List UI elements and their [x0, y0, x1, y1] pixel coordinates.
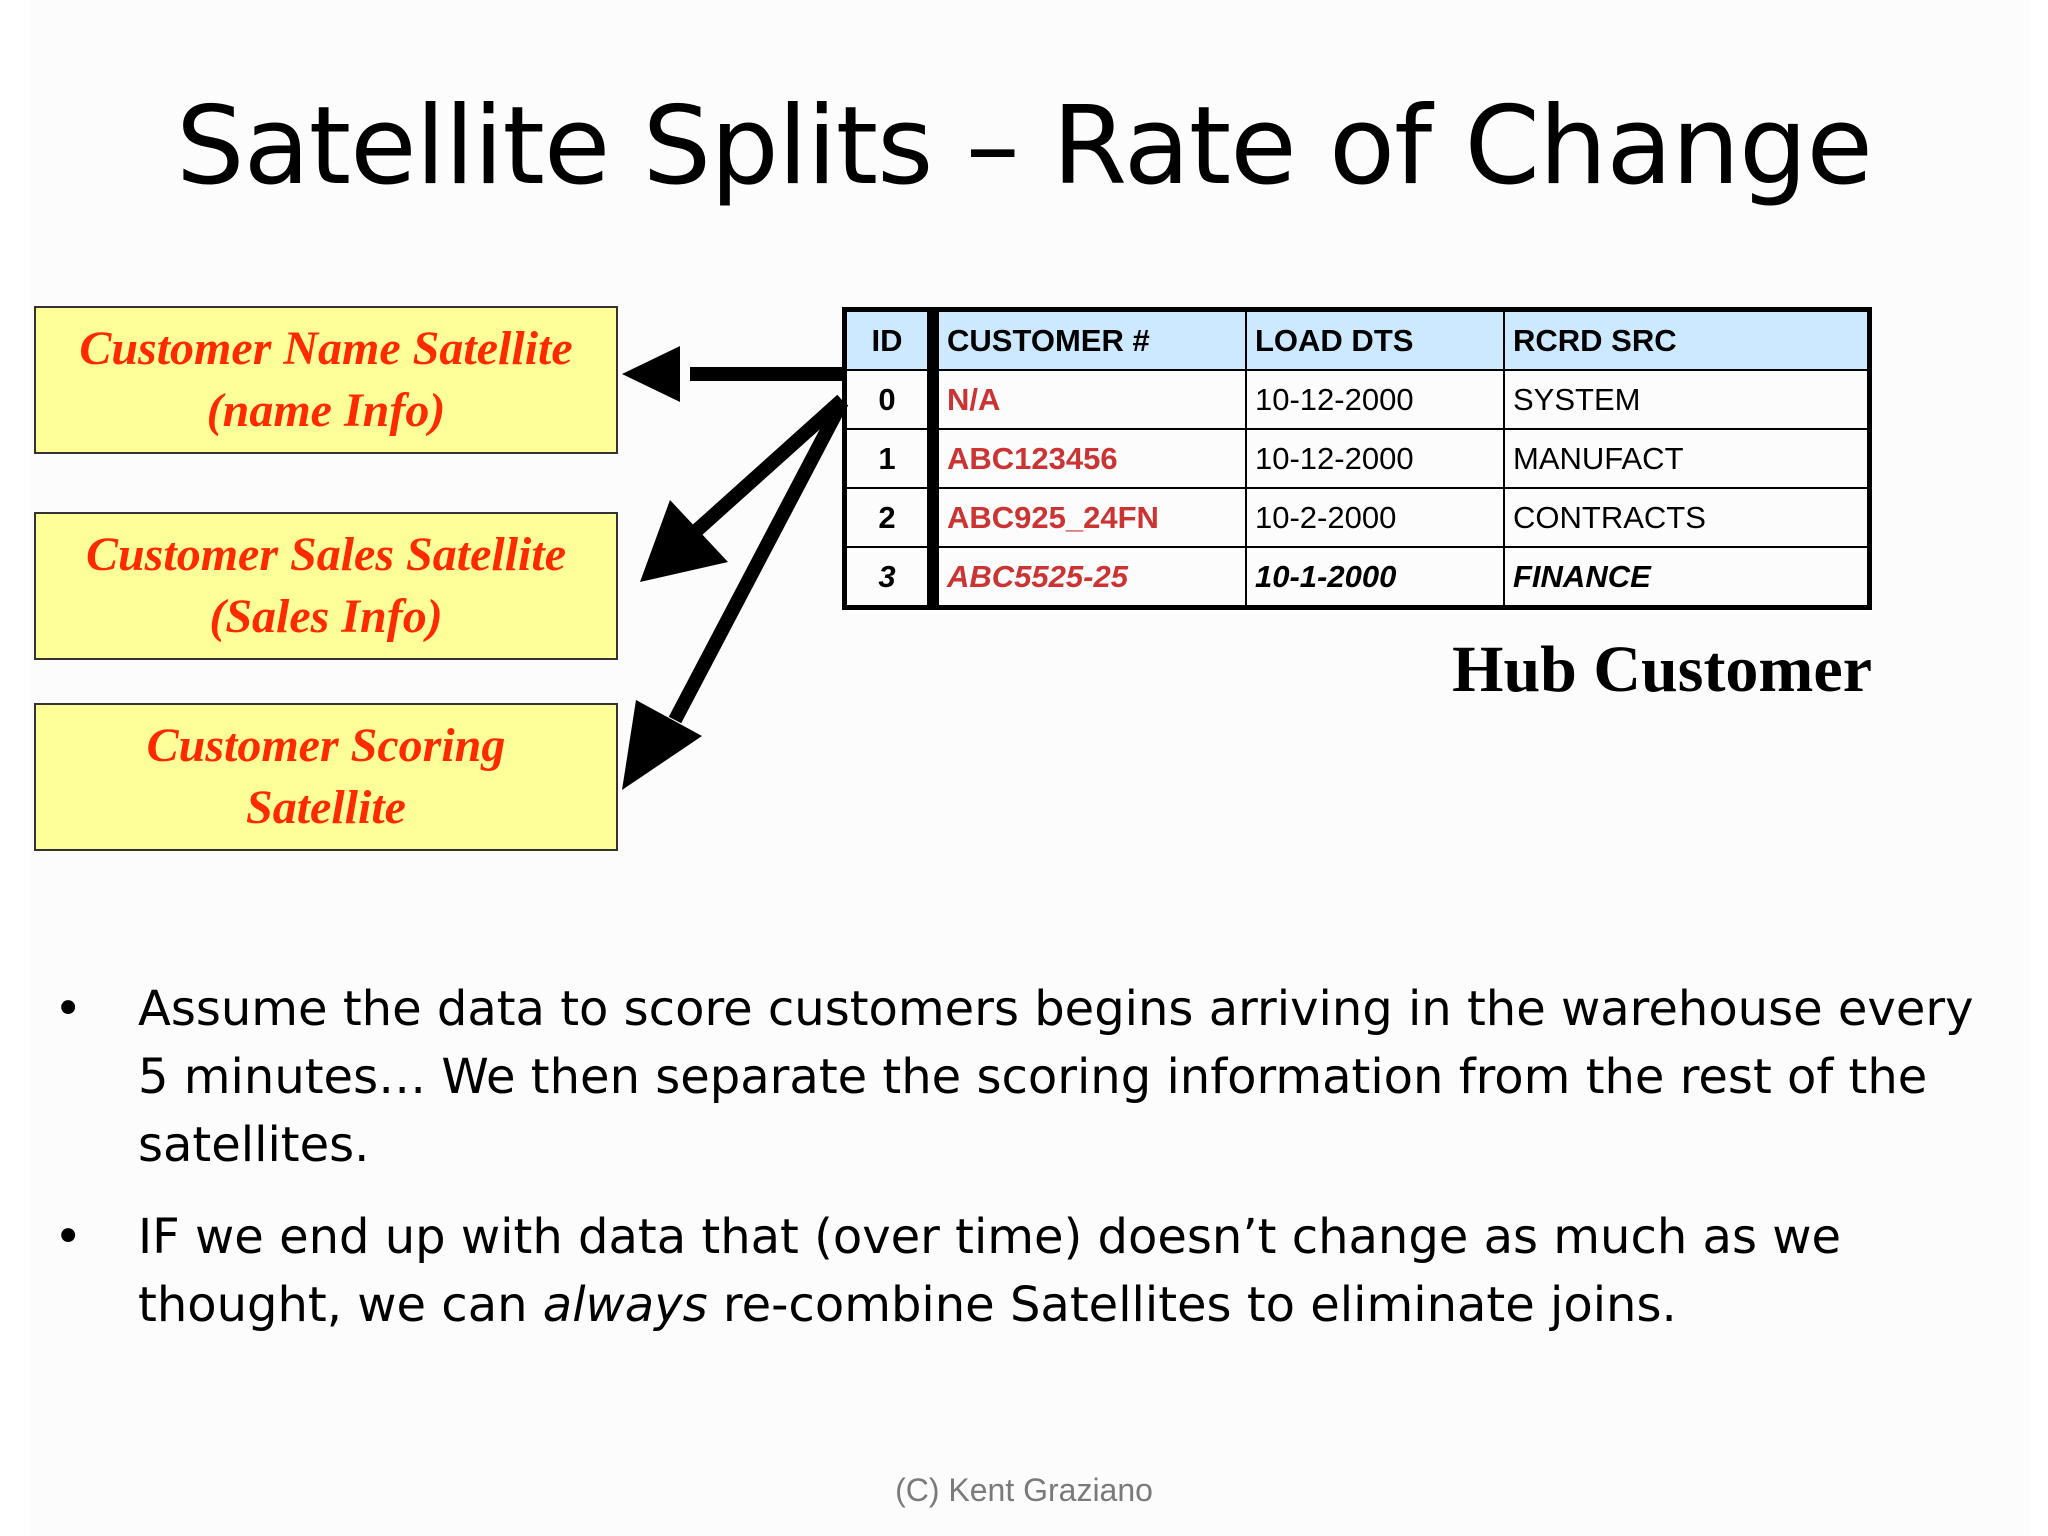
- cell-rcrd-src: FINANCE: [1503, 546, 1871, 609]
- table-row: 3 ABC5525-25 10-1-2000 FINANCE: [843, 546, 1871, 609]
- cell-customer-number: ABC123456: [932, 428, 1247, 489]
- bullet-text: Assume the data to score customers begin…: [138, 981, 1974, 1173]
- cell-load-dts: 10-1-2000: [1245, 546, 1505, 609]
- satellite-label-line1: Customer Sales Satellite: [85, 528, 567, 581]
- table-header-row: ID CUSTOMER # LOAD DTS RCRD SRC: [843, 308, 1871, 371]
- bullet-item: • Assume the data to score customers beg…: [50, 975, 2010, 1179]
- satellite-label-line1: Customer Name Satellite: [79, 322, 573, 375]
- cell-rcrd-src: SYSTEM: [1503, 369, 1871, 430]
- table-row: 0 N/A 10-12-2000 SYSTEM: [843, 369, 1871, 430]
- cell-id: 0: [843, 369, 939, 430]
- bullet-text-emphasis: always: [542, 1277, 708, 1333]
- table-row: 1 ABC123456 10-12-2000 MANUFACT: [843, 428, 1871, 489]
- bullet-item: • IF we end up with data that (over time…: [50, 1203, 2010, 1339]
- cell-load-dts: 10-12-2000: [1245, 428, 1505, 489]
- cell-customer-number: N/A: [932, 369, 1247, 430]
- header-id: ID: [843, 308, 939, 371]
- cell-rcrd-src: CONTRACTS: [1503, 487, 1871, 548]
- cell-customer-number: ABC925_24FN: [932, 487, 1247, 548]
- cell-load-dts: 10-12-2000: [1245, 369, 1505, 430]
- cell-id: 2: [843, 487, 939, 548]
- slide-title: Satellite Splits – Rate of Change: [176, 84, 1873, 209]
- customer-scoring-satellite-box: Customer Scoring Satellite: [34, 703, 618, 851]
- cell-id: 1: [843, 428, 939, 489]
- bullet-text-after: re-combine Satellites to eliminate joins…: [707, 1277, 1677, 1333]
- cell-rcrd-src: MANUFACT: [1503, 428, 1871, 489]
- satellite-label-line2: Satellite: [246, 781, 406, 834]
- header-load-dts: LOAD DTS: [1245, 308, 1505, 371]
- bullet-text-before: IF we end up with data that (over time) …: [138, 1209, 1841, 1333]
- hub-customer-label: Hub Customer: [1452, 633, 1872, 706]
- footer-copyright: (C) Kent Graziano: [895, 1472, 1153, 1508]
- satellite-label-line1: Customer Scoring: [146, 719, 506, 772]
- header-rcrd-src: RCRD SRC: [1503, 308, 1871, 371]
- customer-name-satellite-box: Customer Name Satellite (name Info): [34, 306, 618, 454]
- satellite-label-line2: (Sales Info): [209, 590, 443, 643]
- hub-customer-table: ID CUSTOMER # LOAD DTS RCRD SRC 0 N/A 10…: [842, 307, 1872, 610]
- customer-sales-satellite-box: Customer Sales Satellite (Sales Info): [34, 512, 618, 660]
- bullet-symbol: •: [54, 1209, 83, 1265]
- bullet-symbol: •: [54, 981, 83, 1037]
- cell-customer-number: ABC5525-25: [932, 546, 1247, 609]
- cell-load-dts: 10-2-2000: [1245, 487, 1505, 548]
- bullet-text: IF we end up with data that (over time) …: [138, 1203, 2010, 1339]
- satellite-label-line2: (name Info): [206, 384, 446, 437]
- header-customer-number: CUSTOMER #: [932, 308, 1247, 371]
- bullet-list: • Assume the data to score customers beg…: [50, 975, 2010, 1363]
- table-row: 2 ABC925_24FN 10-2-2000 CONTRACTS: [843, 487, 1871, 548]
- cell-id: 3: [843, 546, 939, 609]
